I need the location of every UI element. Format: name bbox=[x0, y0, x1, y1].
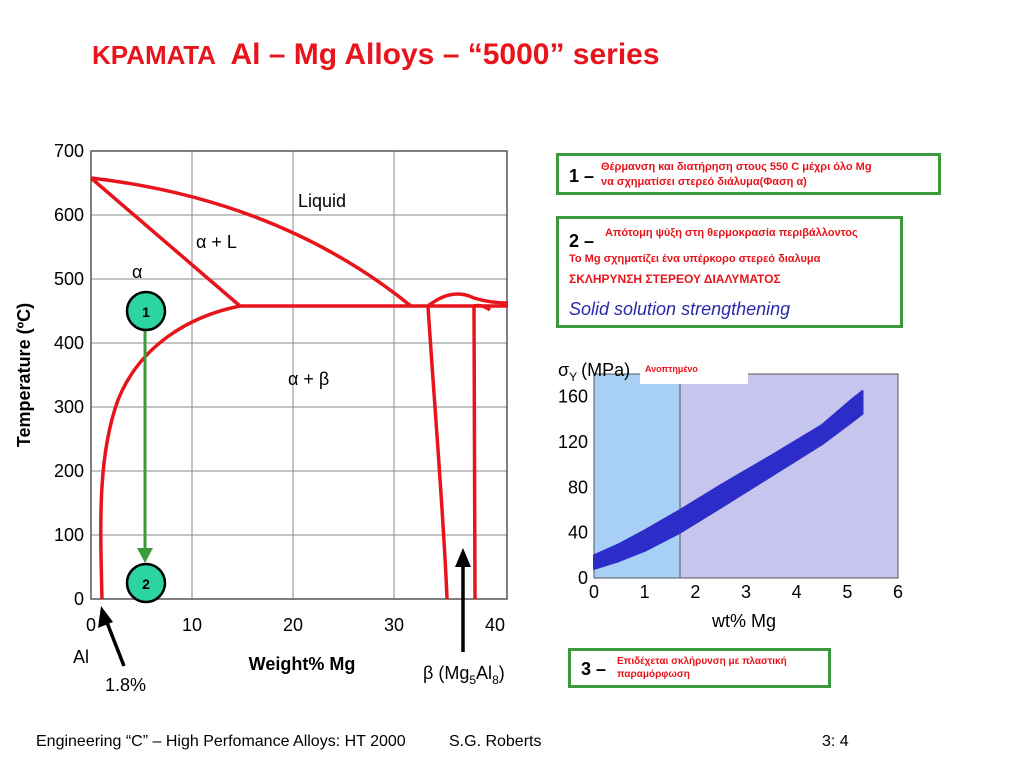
step2-line4: Solid solution strengthening bbox=[569, 299, 791, 319]
step2-box: 2 – Απότομη ψύξη στη θερμοκρασία περιβάλ… bbox=[556, 216, 903, 328]
beta-arrow-head bbox=[455, 548, 471, 567]
step3-line1: Επιδέχεται σκλήρυνση με πλαστική bbox=[617, 656, 787, 667]
step1-line1: Θέρμανση και διατήρηση στους 550 C μέχρι… bbox=[601, 161, 872, 173]
chart-x-tick: 5 bbox=[842, 582, 852, 602]
chart-x-tick: 3 bbox=[741, 582, 751, 602]
x-tick: 40 bbox=[485, 615, 505, 635]
step2-number: 2 – bbox=[569, 231, 595, 251]
marker-1: 1 bbox=[125, 290, 167, 332]
y-tick: 600 bbox=[54, 205, 84, 225]
y-tick: 300 bbox=[54, 397, 84, 417]
liquidus-line bbox=[90, 176, 413, 308]
solidus-line bbox=[89, 176, 242, 308]
footer-course: Engineering “C” – High Perfomance Alloys… bbox=[36, 733, 406, 750]
beta-dome bbox=[426, 292, 509, 308]
beta-right-boundary bbox=[472, 305, 477, 600]
step3-line2: παραμόρφωση bbox=[617, 669, 690, 680]
beta-dome-inner bbox=[473, 303, 492, 312]
chart-y-tick: 160 bbox=[558, 387, 588, 407]
label-beta: β (Mg5Al8) bbox=[423, 663, 505, 687]
x-tick: 20 bbox=[283, 615, 303, 635]
chart-y-tick: 80 bbox=[568, 477, 588, 497]
y-tick: 200 bbox=[54, 461, 84, 481]
step2-line2: Το Mg σχηματίζει ένα υπέρκορο στερεό δια… bbox=[569, 253, 821, 265]
chart-x-label: wt% Mg bbox=[711, 611, 776, 631]
x-tick: 30 bbox=[384, 615, 404, 635]
title-main: Al – Mg Alloys – “5000” series bbox=[230, 38, 660, 71]
chart-x-tick: 6 bbox=[893, 582, 903, 602]
y-tick: 100 bbox=[54, 525, 84, 545]
step1-number: 1 – bbox=[569, 166, 595, 186]
title-greek: ΚΡΑΜΑΤΑ bbox=[92, 40, 216, 70]
step2-line1: Απότομη ψύξη στη θερμοκρασία περιβάλλοντ… bbox=[605, 227, 858, 239]
marker-1-label: 1 bbox=[142, 304, 150, 320]
phase-y-axis-label: Temperature (ºC) bbox=[14, 303, 34, 447]
solvus-line bbox=[99, 304, 241, 600]
strength-band bbox=[593, 390, 864, 570]
y-tick: 400 bbox=[54, 333, 84, 353]
x-tick: 10 bbox=[182, 615, 202, 635]
step1-line2: να σχηματίσει στερεό διάλυμα(Φαση α) bbox=[601, 176, 807, 188]
y-tick: 500 bbox=[54, 269, 84, 289]
chart-y-label: σY (MPa) bbox=[558, 360, 630, 384]
phase-x-axis-label: Weight% Mg bbox=[249, 654, 356, 674]
y-tick: 700 bbox=[54, 141, 84, 161]
slide-title: ΚΡΑΜΑΤΑ Al – Mg Alloys – “5000” series bbox=[92, 38, 660, 72]
chart-x-tick: 0 bbox=[589, 582, 599, 602]
chart-annotation: Ανοπτημένο bbox=[645, 364, 698, 374]
label-al: Al bbox=[73, 647, 89, 667]
phase-boundaries bbox=[89, 176, 509, 600]
phase-diagram: 1 2 Liquid α + L α α + β 700 600 500 400… bbox=[14, 141, 509, 695]
region-alpha-beta: α + β bbox=[288, 369, 329, 389]
marker-2-label: 2 bbox=[142, 576, 150, 592]
y-tick-labels: 700 600 500 400 300 200 100 0 bbox=[54, 141, 84, 609]
chart-x-tick: 2 bbox=[690, 582, 700, 602]
beta-left-boundary bbox=[426, 305, 449, 600]
region-alpha-l: α + L bbox=[196, 232, 237, 252]
quench-arrow-head bbox=[137, 548, 153, 563]
al-arrow-head bbox=[98, 606, 113, 628]
step3-number: 3 – bbox=[581, 659, 607, 679]
chart-x-ticks: 0 1 2 3 4 5 6 bbox=[589, 582, 903, 602]
x-tick-labels: 0 10 20 30 40 bbox=[86, 615, 505, 635]
step2-line3: ΣΚΛΗΡΥΝΣΗ ΣΤΕΡΕΟΥ ΔΙΑΛΥΜΑΤΟΣ bbox=[569, 272, 781, 286]
chart-y-ticks: 160 120 80 40 0 bbox=[558, 387, 588, 588]
chart-x-tick: 4 bbox=[792, 582, 802, 602]
al-arrow-line bbox=[104, 619, 126, 667]
step1-box: 1 – Θέρμανση και διατήρηση στους 550 C μ… bbox=[556, 153, 941, 195]
chart-y-tick: 120 bbox=[558, 432, 588, 452]
x-tick: 0 bbox=[86, 615, 96, 635]
label-composition: 1.8% bbox=[105, 675, 146, 695]
strength-chart: σY (MPa) Ανοπτημένο 160 120 80 40 0 0 1 2 3 4 5 6 w… bbox=[558, 358, 903, 631]
footer-page: 3: 4 bbox=[822, 733, 849, 750]
y-tick: 0 bbox=[74, 589, 84, 609]
chart-x-tick: 1 bbox=[640, 582, 650, 602]
phase-frame bbox=[90, 150, 508, 600]
chart-y-tick: 0 bbox=[578, 568, 588, 588]
marker-2: 2 bbox=[125, 562, 167, 604]
region-alpha: α bbox=[132, 262, 142, 282]
footer-author: S.G. Roberts bbox=[449, 733, 542, 750]
step3-box: 3 – Επιδέχεται σκλήρυνση με πλαστική παρ… bbox=[568, 648, 831, 688]
region-liquid: Liquid bbox=[298, 191, 346, 211]
chart-label-bg bbox=[640, 358, 748, 384]
chart-bg-right bbox=[680, 374, 898, 578]
chart-y-tick: 40 bbox=[568, 523, 588, 543]
